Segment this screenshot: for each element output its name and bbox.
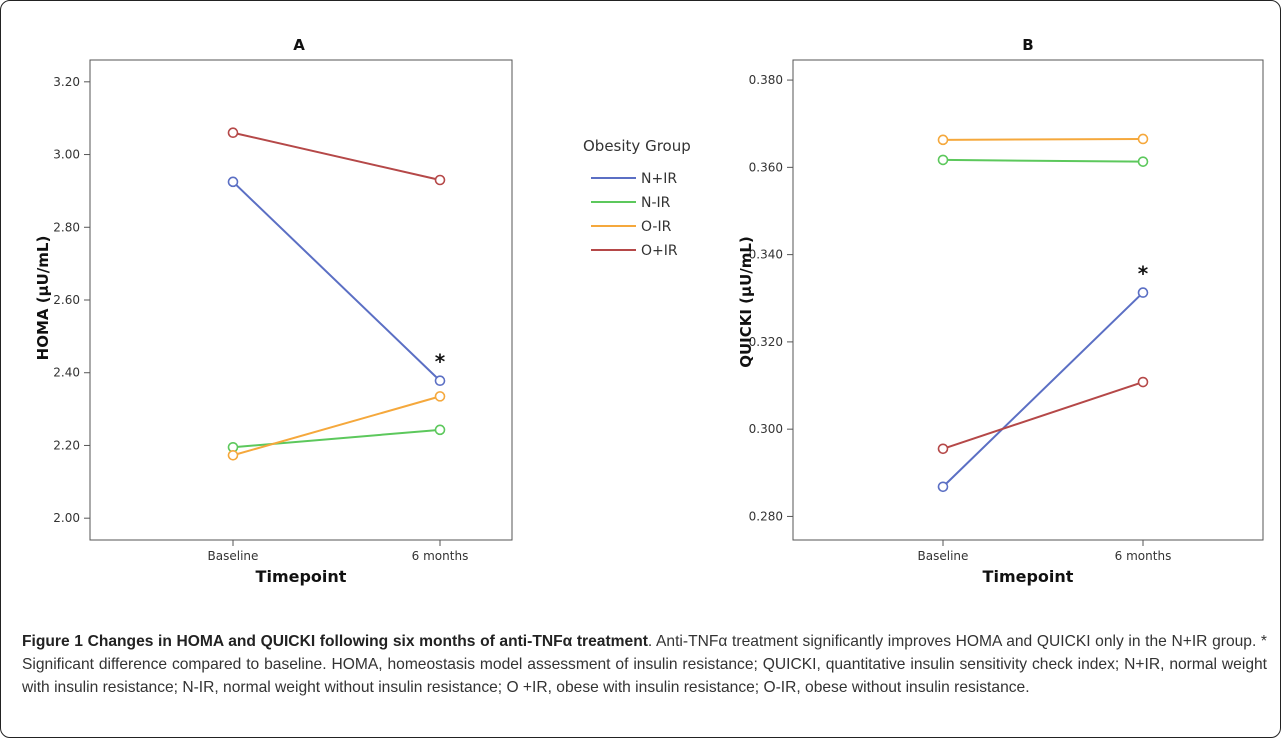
panel-a-point-o-ir: [227, 449, 239, 461]
panel-a-point-opir: [434, 174, 446, 186]
panel-b-series-line-opir: [942, 381, 1144, 450]
caption-title: Figure 1 Changes in HOMA and QUICKI foll…: [22, 633, 648, 650]
legend-label: O-IR: [641, 219, 672, 235]
panel-b-xlabel: Timepoint: [983, 567, 1074, 586]
panel-a-xlabel: Timepoint: [256, 567, 347, 586]
panel-b-title: B: [1022, 36, 1033, 54]
figure-chart: A 2.00 2.20 2.40 2.60 2.80 3.00 3.20 Baseline 6 m…: [34, 36, 1264, 586]
legend-label: O+IR: [641, 243, 678, 259]
panel-b-ytick-label: 0.320: [749, 335, 783, 349]
legend-label: N+IR: [641, 171, 677, 187]
panel-a-plot-frame: [89, 59, 513, 541]
panel-a-series-line-n-ir: [232, 428, 441, 449]
panel-a-ytick-label: 2.00: [53, 511, 80, 525]
legend-label: N-IR: [641, 195, 671, 211]
panel-b-ytick-label: 0.340: [749, 248, 783, 262]
panel-b-ytick-label: 0.360: [749, 160, 783, 174]
panel-a-xtick-label: 6 months: [412, 549, 469, 563]
panel-b-xtick-label: Baseline: [918, 549, 969, 563]
panel-b-xtick-label: 6 months: [1115, 549, 1172, 563]
panel-a-ytick-label: 2.20: [53, 438, 80, 452]
panel-a-title: A: [293, 36, 305, 54]
panel-a-series-line-npir: [232, 181, 441, 382]
panel-b-point-opir: [937, 443, 949, 455]
panel-a-ytick-label: 3.20: [53, 75, 80, 89]
panel-a-point-npir: [434, 375, 446, 387]
caption-text: . Anti-TNFα treatment significantly impr…: [22, 633, 1267, 696]
panel-a-ytick-label: 2.40: [53, 366, 80, 380]
panel-a-series-line-opir: [232, 131, 441, 181]
panel-b-significance-star: *: [1138, 262, 1149, 286]
panel-b-ylabel: QUICKI (μU/mL): [737, 236, 755, 368]
panel-b-point-o-ir: [1137, 133, 1149, 145]
panel-a-point-npir: [227, 176, 239, 188]
panel-a-point-opir: [227, 127, 239, 139]
panel-a-ytick-label: 2.60: [53, 293, 80, 307]
legend-title: Obesity Group: [583, 137, 691, 155]
panel-a-xtick-label: Baseline: [208, 549, 259, 563]
panel-b-point-n-ir: [1137, 156, 1149, 167]
panel-a-significance-star: *: [435, 350, 446, 374]
panel-a-ylabel: HOMA (μU/mL): [34, 236, 52, 361]
panel-b-point-npir: [937, 481, 949, 493]
panel-b-ytick-label: 0.380: [749, 73, 783, 87]
panel-a-ytick-label: 2.80: [53, 220, 80, 234]
panel-b-point-n-ir: [937, 154, 949, 166]
panel-b-point-o-ir: [937, 134, 949, 146]
panel-a-series-line-o-ir: [232, 395, 441, 457]
panel-b-plot-frame: [792, 59, 1264, 541]
panel-b-series-line-npir: [942, 291, 1144, 488]
panel-b-point-opir: [1137, 376, 1149, 388]
panel-b-series-line-n-ir: [942, 158, 1144, 163]
panel-b-series-line-o-ir: [942, 137, 1144, 141]
panel-b-point-npir: [1137, 287, 1149, 298]
figure-caption: Figure 1 Changes in HOMA and QUICKI foll…: [22, 630, 1267, 699]
panel-b-ytick-label: 0.280: [749, 509, 783, 523]
panel-a-ytick-label: 3.00: [53, 148, 80, 162]
panel-b-ytick-label: 0.300: [749, 422, 783, 436]
panel-a-point-n-ir: [434, 424, 446, 436]
panel-a-point-o-ir: [434, 391, 446, 402]
